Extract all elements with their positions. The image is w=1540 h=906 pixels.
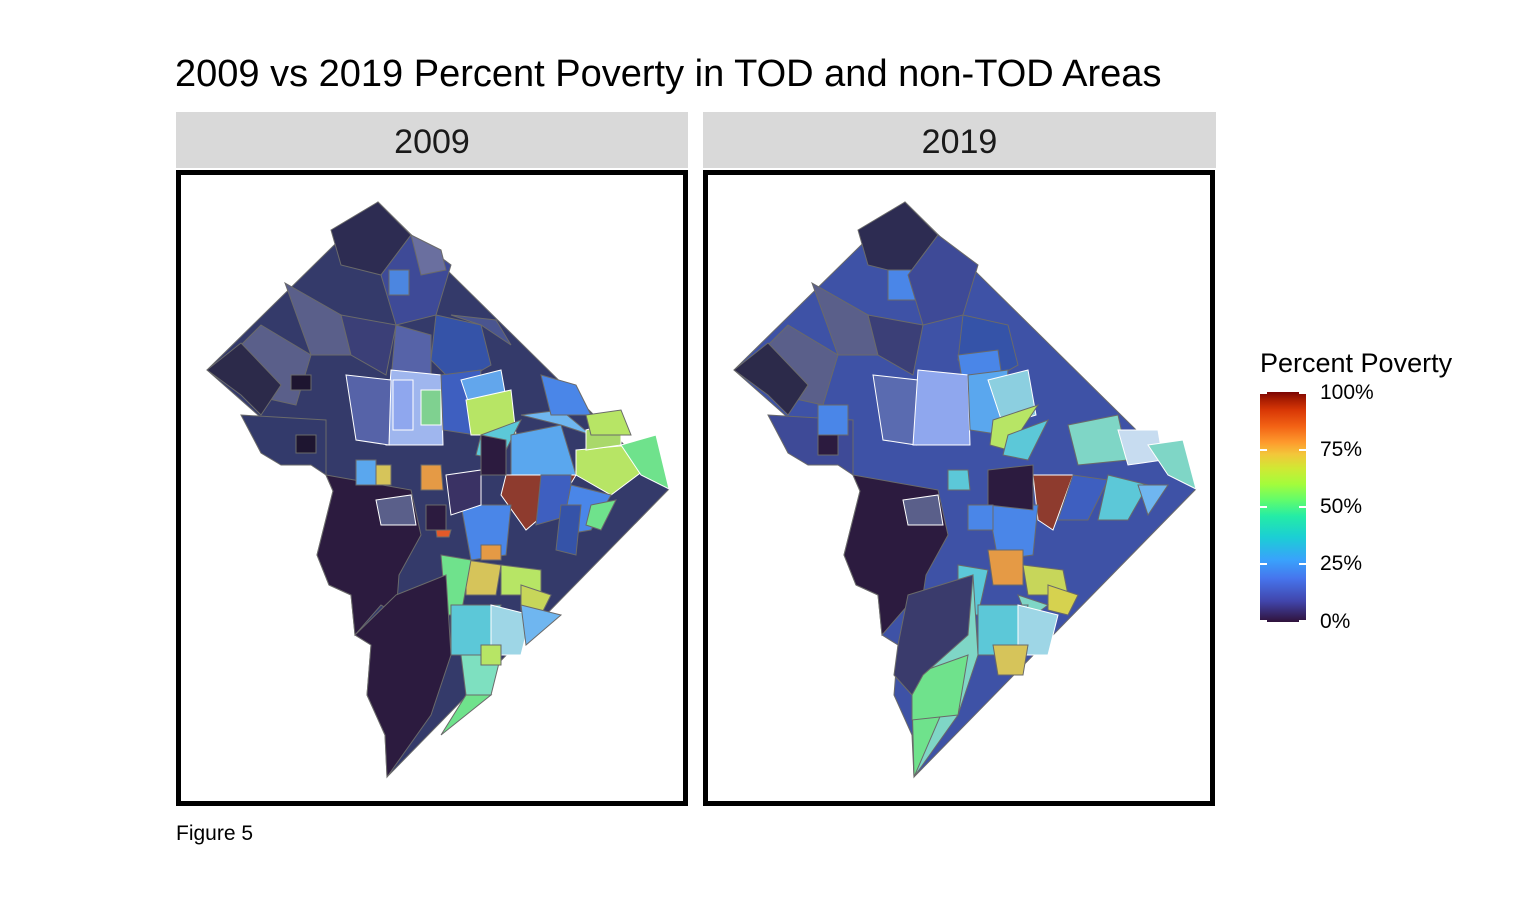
tract [947, 469, 971, 491]
tract [340, 314, 397, 376]
legend-tick-100: 100% [1320, 381, 1374, 404]
colorbar-tick [1299, 506, 1306, 508]
tract [520, 604, 563, 646]
tract [490, 604, 532, 656]
tract [620, 434, 670, 490]
tract [388, 269, 410, 296]
tract [420, 389, 442, 426]
colorbar-tick [1299, 392, 1306, 394]
tract [345, 374, 392, 446]
tract [420, 464, 444, 491]
tract [450, 314, 512, 346]
tract [1137, 484, 1169, 517]
colorbar-tick [1299, 563, 1306, 565]
colorbar-tick [1260, 449, 1267, 451]
dc-map-2019 [733, 201, 1197, 779]
tract [206, 342, 282, 416]
tract [585, 499, 617, 531]
tract [440, 694, 493, 736]
tract [465, 559, 502, 596]
legend-tick-75: 75% [1320, 438, 1363, 461]
tract [907, 234, 979, 326]
tract [987, 549, 1024, 586]
dc-map-2009 [206, 201, 670, 779]
tract [410, 234, 447, 276]
tract [425, 504, 447, 531]
tract [902, 494, 944, 526]
legend-tick-50: 50% [1320, 495, 1363, 518]
tract [992, 644, 1029, 676]
tract [1057, 474, 1109, 521]
facet-label-2019: 2019 [921, 123, 998, 161]
tract [817, 434, 839, 456]
figure-caption: Figure 5 [176, 822, 254, 845]
colorbar-tick [1260, 392, 1267, 394]
tract [817, 404, 849, 436]
tract [375, 494, 417, 526]
map-panel-2009 [176, 170, 688, 806]
tract [585, 409, 632, 436]
tract [354, 574, 452, 779]
tract [290, 374, 312, 391]
tract [555, 504, 582, 556]
facet-label-2009: 2009 [394, 123, 470, 161]
tract [295, 434, 317, 454]
chart-title: 2009 vs 2019 Percent Poverty in TOD and … [175, 53, 1162, 95]
tract [967, 504, 994, 531]
colorbar-tick [1299, 449, 1306, 451]
tract [1047, 584, 1079, 616]
tract [987, 464, 1034, 511]
colorbar-tick [1260, 620, 1267, 622]
map-panel-2019 [703, 170, 1215, 806]
tract [392, 379, 414, 431]
tract [1002, 419, 1050, 461]
legend-tick-0: 0% [1320, 610, 1351, 633]
legend-colorbar [1260, 392, 1306, 622]
facet-strip-2009: 2009 [176, 112, 688, 168]
tract [867, 314, 924, 376]
colorbar-tick [1260, 506, 1267, 508]
colorbar-tick [1260, 563, 1267, 565]
tract [480, 644, 502, 666]
facet-strip-2019: 2019 [703, 112, 1216, 168]
tract [733, 342, 809, 416]
legend-title: Percent Poverty [1260, 348, 1453, 378]
colorbar-tick [1299, 620, 1306, 622]
tract [435, 529, 452, 538]
tract [240, 414, 327, 476]
tract [1097, 474, 1149, 521]
tract [893, 574, 974, 696]
legend-tick-25: 25% [1320, 552, 1363, 575]
tract [445, 469, 482, 516]
tract [355, 459, 377, 486]
tract [375, 464, 392, 486]
tract [1147, 439, 1197, 490]
tract [480, 434, 507, 476]
tract [1017, 604, 1059, 656]
tract [480, 544, 502, 561]
tract [912, 369, 971, 446]
